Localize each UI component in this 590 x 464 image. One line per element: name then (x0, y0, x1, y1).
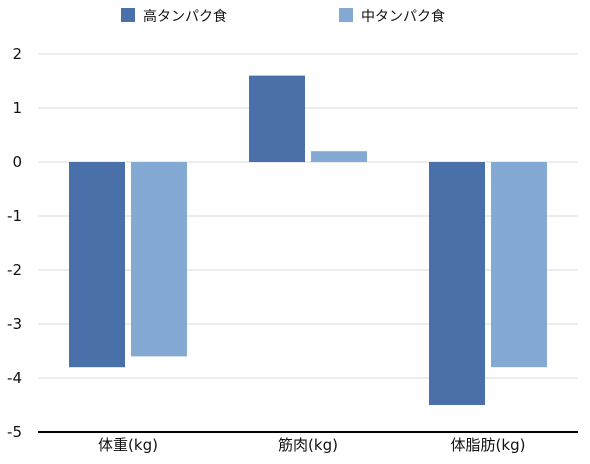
y-tick-label: -4 (7, 369, 22, 387)
y-tick-label: -1 (7, 207, 22, 225)
y-tick-label: 2 (12, 45, 22, 63)
bar-medium-protein (131, 162, 187, 357)
y-tick-label: 0 (12, 153, 22, 171)
bars (69, 75, 547, 405)
bar-high-protein (429, 162, 485, 405)
legend-swatch (339, 8, 353, 22)
y-tick-label: 1 (12, 99, 22, 117)
bar-medium-protein (311, 151, 367, 162)
bar-high-protein (69, 162, 125, 368)
x-category-label: 体重(kg) (98, 436, 158, 454)
y-axis-ticks: 2 1 0 -1 -2 -3 -4 -5 (7, 45, 22, 441)
x-axis: 体重(kg) 筋肉(kg) 体脂肪(kg) (38, 431, 578, 454)
legend: 高タンパク食 中タンパク食 (121, 8, 445, 25)
legend-label: 中タンパク食 (361, 8, 445, 25)
y-tick-label: -2 (7, 261, 22, 279)
y-tick-label: -3 (7, 315, 22, 333)
legend-swatch (121, 8, 135, 22)
y-tick-label: -5 (7, 423, 22, 441)
gridlines (38, 53, 578, 379)
bar-high-protein (249, 75, 305, 162)
x-category-label: 筋肉(kg) (278, 436, 338, 454)
x-category-label: 体脂肪(kg) (451, 436, 526, 454)
bar-medium-protein (491, 162, 547, 368)
legend-label: 高タンパク食 (143, 8, 227, 25)
